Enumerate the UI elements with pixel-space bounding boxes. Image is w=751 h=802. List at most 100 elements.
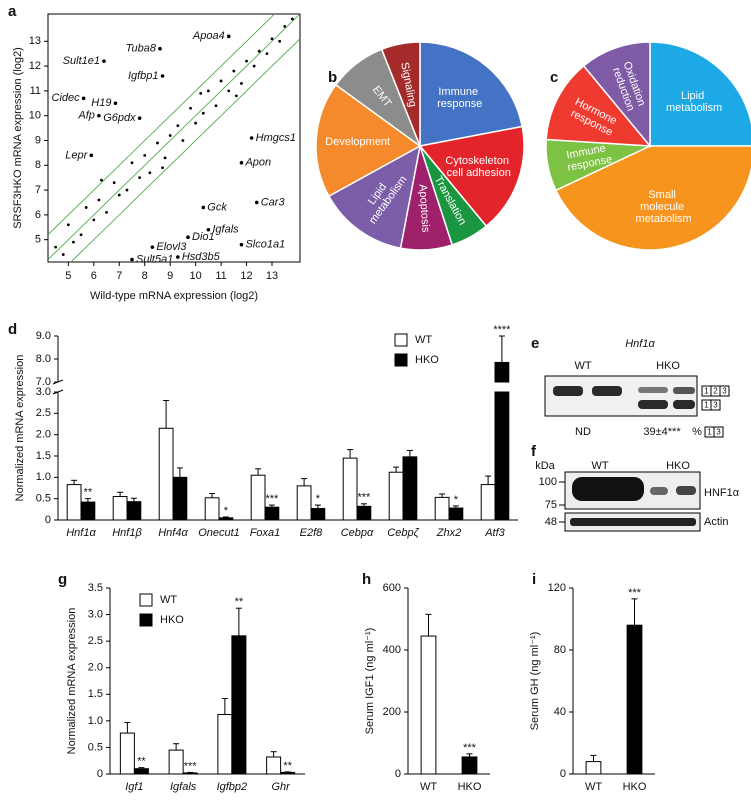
gene-point	[206, 227, 211, 232]
exon-box	[710, 399, 721, 411]
x-tick-label: Hnf1β	[112, 527, 142, 539]
y-axis-label: Normalized mRNA expression	[66, 608, 78, 755]
y-tick-label: 2.5	[36, 407, 51, 419]
panel-label: c	[550, 69, 558, 86]
y-tick-label: 0	[97, 768, 103, 780]
significance-label: ***	[265, 493, 279, 505]
x-tick-label: 12	[240, 270, 252, 282]
exon-diagram: 1 2 3 1 3	[701, 385, 730, 411]
legend-label: WT	[415, 334, 432, 346]
x-tick-label: 11	[215, 270, 226, 282]
y-tick-label: 3.5	[88, 582, 103, 594]
point	[290, 17, 294, 21]
gene-label: G6pdx	[103, 112, 136, 124]
point	[234, 94, 238, 98]
bar	[172, 476, 188, 521]
gene-label: Cidec	[52, 92, 81, 104]
gene-point	[113, 101, 118, 106]
blot-band	[572, 477, 644, 501]
pie-slice	[582, 41, 651, 149]
gene-label: Afp	[77, 110, 95, 122]
gene-point	[81, 96, 86, 101]
point	[176, 124, 180, 127]
y-tick-label: 1.0	[88, 715, 103, 727]
gene-point	[201, 205, 206, 210]
y-tick-label: 2.5	[88, 635, 103, 647]
bar	[231, 635, 247, 775]
reference-line	[48, 14, 276, 236]
unit-label: kDa	[535, 460, 555, 472]
point	[92, 218, 96, 222]
slice-label: Development	[325, 136, 390, 148]
y-axis-label: Normalized mRNA expression	[14, 355, 26, 502]
gene-label: Hnf1α	[625, 338, 655, 350]
gene-point	[97, 113, 101, 118]
slice-label: Immune response	[437, 86, 482, 110]
point	[214, 104, 218, 108]
label-line: Lipid	[681, 90, 707, 102]
y-axis-label: Serum IGF1 (ng ml⁻¹)	[364, 628, 376, 735]
point	[138, 176, 142, 180]
panel-label: d	[8, 321, 17, 338]
gene-label: Elovl3	[156, 241, 187, 253]
point	[201, 111, 205, 115]
gene-point	[249, 136, 254, 140]
y-tick-label: 600	[383, 582, 401, 594]
significance-label: *	[454, 494, 459, 506]
diagonal-group	[48, 14, 300, 262]
gene-label: Hmgcs1	[256, 132, 296, 144]
gene-point	[226, 34, 231, 39]
bar	[250, 474, 266, 521]
blot-band	[676, 486, 696, 495]
panel-label: e	[531, 335, 539, 352]
significance-label: **	[84, 487, 93, 499]
point	[61, 253, 65, 256]
x-tick-label: Cebpα	[341, 527, 374, 539]
y-tick-label: 2.0	[88, 662, 103, 674]
x-tick-label: WT	[585, 781, 602, 793]
x-tick-label: Igfals	[170, 781, 197, 793]
exon-number: 1	[707, 428, 712, 437]
panel-label: b	[328, 69, 337, 86]
x-tick-label: Igf1	[125, 781, 143, 793]
gene-label: Igfals	[212, 224, 239, 236]
point	[100, 178, 103, 182]
lane-label: HKO	[666, 460, 690, 472]
point	[168, 134, 172, 137]
y-tick-label: 6	[35, 209, 41, 221]
panel-label: g	[58, 571, 67, 588]
point	[194, 121, 198, 125]
marker-label: 100	[539, 476, 557, 488]
plot-frame	[47, 13, 301, 263]
y-tick-label: 3.0	[88, 608, 103, 620]
gene-label: Hsd3b5	[182, 251, 221, 263]
significance-label: **	[283, 760, 292, 772]
y-tick-label: 9	[35, 134, 41, 146]
label-line: response	[437, 98, 482, 110]
x-tick-label: 5	[65, 270, 71, 282]
marker-label: 75	[545, 499, 557, 511]
blot-band	[650, 487, 668, 495]
x-tick-label: HKO	[623, 781, 647, 793]
bar	[585, 761, 602, 775]
point	[79, 233, 83, 237]
legend-label: HKO	[415, 354, 439, 366]
wt-value: ND	[575, 426, 591, 438]
gene-label: Igfbp1	[128, 70, 159, 82]
x-tick-label: E2f8	[300, 527, 324, 539]
point	[181, 139, 185, 142]
gene-point	[239, 242, 244, 247]
x-tick-label: HKO	[458, 781, 482, 793]
y-tick-label: 7	[35, 184, 41, 196]
bar	[119, 732, 135, 775]
panel-label: i	[532, 571, 536, 588]
gene-point	[137, 116, 142, 120]
point	[97, 198, 101, 202]
significance-label: ***	[357, 492, 371, 504]
x-tick-label: 10	[190, 270, 202, 282]
legend-label: HKO	[160, 614, 184, 626]
label-line: Immune	[438, 86, 481, 98]
lane-label: HKO	[656, 360, 680, 372]
legend-swatch	[394, 333, 408, 347]
